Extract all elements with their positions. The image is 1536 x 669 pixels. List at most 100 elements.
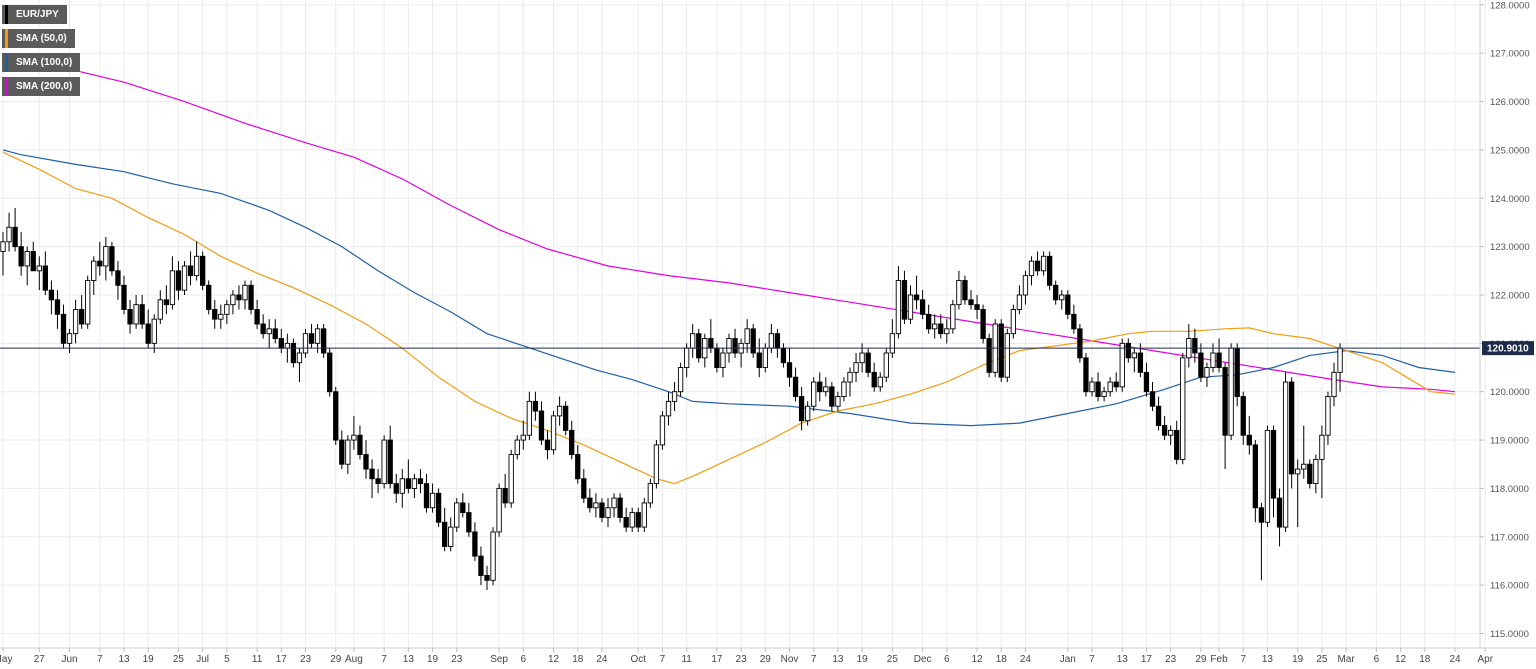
candle-body-up (907, 294, 914, 320)
candle (1161, 415, 1168, 441)
candle (889, 319, 896, 358)
candle (484, 565, 490, 590)
candle (254, 299, 260, 329)
candle-body-down (980, 309, 986, 339)
candle-body-up (91, 260, 97, 281)
candle-body-down (48, 289, 55, 301)
candle-body-down (290, 342, 297, 364)
candle (1288, 377, 1295, 489)
candle-body-up (66, 333, 73, 344)
candle (272, 319, 278, 344)
x-tick-label: 24 (1449, 654, 1461, 665)
x-tick-label: 7 (381, 654, 387, 665)
candle-body-down (792, 376, 799, 397)
candle (1101, 386, 1107, 402)
candle-body-up (889, 333, 896, 354)
candle (665, 391, 672, 426)
candle-body-up (1131, 352, 1138, 359)
candle-body-down (913, 294, 920, 301)
legend-item-eurjpy[interactable]: EUR/JPY (2, 5, 67, 24)
candle (169, 256, 176, 310)
candle-body-up (1016, 294, 1023, 310)
candle-body-up (895, 280, 902, 335)
candle-body-down (435, 492, 442, 523)
candle (544, 430, 551, 460)
candle-body-up (103, 246, 109, 267)
legend-item-sma100[interactable]: SMA (100,0) (2, 53, 81, 72)
candle (24, 246, 30, 286)
candle-body-up (1040, 255, 1047, 272)
x-tick-label: 25 (1316, 654, 1328, 665)
y-tick-label: 118.0000 (1490, 484, 1529, 495)
candle-body-up (351, 434, 357, 441)
candle (212, 299, 218, 329)
legend-item-sma200[interactable]: SMA (200,0) (2, 77, 81, 96)
candle-body-down (175, 270, 182, 291)
candle-body-up (647, 483, 654, 504)
candle (617, 493, 623, 523)
candle (962, 275, 968, 305)
candle-body-up (429, 492, 436, 509)
candle-body-up (284, 342, 290, 349)
candle (363, 440, 369, 479)
candle-body-down (121, 284, 127, 310)
candle (302, 328, 309, 358)
candle-body-down (1125, 342, 1131, 359)
candle-body-up (1282, 381, 1289, 528)
candle (732, 328, 738, 358)
x-tick-label: 27 (34, 654, 46, 665)
candle-body-up (296, 352, 303, 364)
candle-body-down (206, 284, 212, 310)
candle (1004, 328, 1010, 383)
candle-body-down (732, 338, 738, 354)
candle (1053, 280, 1059, 305)
candle (1325, 391, 1331, 445)
candle (357, 425, 363, 460)
x-tick-label: May (0, 654, 12, 665)
legend-item-sma50[interactable]: SMA (50,0) (2, 29, 75, 48)
candle-body-down (405, 478, 411, 489)
x-tick-label: Jul (196, 654, 209, 665)
candle-body-down (974, 304, 980, 310)
candle-body-down (139, 304, 145, 325)
x-tick-label: 29 (1195, 654, 1207, 665)
candle (823, 377, 829, 397)
candle (1240, 391, 1246, 445)
price-tag-bg (1482, 341, 1534, 356)
y-tick-label: 122.0000 (1490, 290, 1530, 301)
candle-body-up (302, 333, 309, 354)
candle (1216, 338, 1222, 373)
candle (1071, 304, 1077, 334)
candle (974, 294, 980, 320)
x-tick-label: 5 (224, 654, 230, 665)
candle-body-down (1288, 381, 1295, 475)
candle (296, 348, 303, 383)
candle (853, 353, 859, 383)
candle (496, 483, 502, 537)
candle-body-up (169, 270, 176, 306)
candle-body-up (944, 328, 950, 335)
candle (411, 473, 418, 499)
x-axis: May27Jun7131925Jul511172329Aug7131923Sep… (0, 648, 1494, 665)
x-tick-label: Jan (1060, 654, 1076, 665)
candle-body-down (369, 468, 375, 480)
candle (109, 241, 115, 276)
candle (1331, 362, 1337, 407)
candle (224, 299, 230, 324)
candle-body-up (1101, 391, 1107, 397)
candle (187, 251, 194, 286)
candle-body-down (817, 381, 823, 393)
candle-body-down (617, 497, 623, 518)
candle (339, 430, 345, 470)
candle-body-up (726, 338, 732, 354)
sma-lines (2, 57, 1456, 485)
legend-label-sma200: SMA (200,0) (16, 81, 73, 92)
x-tick-label: 7 (1089, 654, 1095, 665)
candle (1228, 343, 1234, 441)
candle (514, 435, 520, 460)
x-tick-label: 23 (1165, 654, 1177, 665)
candle (181, 261, 188, 295)
candle-body-up (593, 502, 599, 509)
y-tick-label: 119.0000 (1490, 436, 1529, 447)
